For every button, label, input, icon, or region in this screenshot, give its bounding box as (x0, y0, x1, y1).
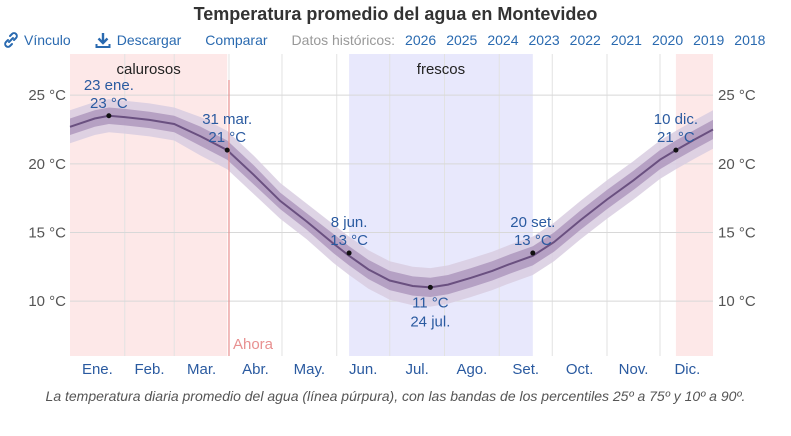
link-button[interactable]: Vínculo (4, 32, 71, 48)
history-years: 2026 2025 2024 2023 2022 2021 2020 2019 2018 (405, 32, 775, 48)
annotation-date: 20 set. (510, 214, 555, 231)
year-link-2024[interactable]: 2024 (487, 32, 519, 48)
season-label: calurosos (117, 61, 181, 78)
annotation-temp: 11 °C (412, 294, 449, 311)
month-label: Jul. (405, 361, 428, 378)
link-label: Vínculo (24, 32, 71, 48)
month-label: Mar. (187, 361, 216, 378)
y-tick-label-left: 10 °C (28, 293, 66, 310)
season-label: frescos (417, 61, 465, 78)
annotation-point (530, 250, 536, 256)
year-link-2023[interactable]: 2023 (528, 32, 560, 48)
download-label: Descargar (116, 32, 182, 48)
y-tick-label-right: 10 °C (718, 293, 756, 310)
link-icon (4, 32, 18, 48)
y-tick-label-right: 20 °C (718, 156, 756, 173)
year-link-2026[interactable]: 2026 (405, 32, 437, 48)
compare-button[interactable]: Comparar (205, 32, 268, 48)
annotation-temp: 13 °C (514, 232, 552, 249)
season-band-2 (675, 54, 713, 356)
chart-caption: La temperatura diaria promedio del agua … (45, 388, 746, 404)
p25-p75-band (70, 107, 713, 297)
annotation-temp: 21 °C (657, 129, 695, 146)
download-icon (95, 33, 111, 48)
month-label: Dic. (674, 361, 700, 378)
annotation-date: 10 dic. (654, 111, 698, 128)
annotation-point (427, 284, 433, 290)
toolbar: Vínculo Descargar Comparar Datos históri… (4, 30, 775, 50)
year-link-2020[interactable]: 2020 (651, 32, 684, 48)
annotation-point (106, 113, 112, 119)
month-label: Ene. (82, 361, 113, 378)
year-link-2021[interactable]: 2021 (610, 32, 642, 48)
year-link-2018[interactable]: 2018 (734, 32, 766, 48)
y-tick-label-right: 15 °C (718, 224, 756, 241)
month-label: Abr. (242, 361, 269, 378)
history-label: Datos históricos: (291, 32, 396, 48)
month-label: Set. (512, 361, 539, 378)
year-link-2022[interactable]: 2022 (569, 32, 601, 48)
y-tick-label-right: 25 °C (718, 87, 756, 104)
download-button[interactable]: Descargar (95, 32, 182, 48)
now-label: Ahora (233, 336, 274, 353)
annotation-date: 24 jul. (410, 313, 450, 330)
annotation-date: 31 mar. (202, 111, 252, 128)
annotation-point (346, 250, 352, 256)
month-label: Oct. (566, 361, 594, 378)
mean-temperature-line (69, 114, 714, 289)
annotation-date: 8 jun. (331, 214, 368, 231)
y-tick-label-left: 15 °C (28, 224, 66, 241)
year-link-2019[interactable]: 2019 (693, 32, 725, 48)
page-title: Temperatura promedio del agua en Montevi… (193, 4, 598, 24)
annotation-point (673, 147, 679, 153)
month-label: Nov. (619, 361, 649, 378)
annotation-temp: 13 °C (330, 232, 368, 249)
y-tick-label-left: 25 °C (28, 87, 66, 104)
annotation-temp: 23 °C (90, 95, 128, 112)
annotation-point (224, 147, 230, 153)
annotation-date: 23 ene. (84, 77, 134, 94)
y-tick-label-left: 20 °C (28, 156, 66, 173)
month-label: Ago. (456, 361, 487, 378)
month-label: May. (294, 361, 325, 378)
annotation-temp: 21 °C (208, 129, 246, 146)
month-label: Feb. (134, 361, 164, 378)
year-link-2025[interactable]: 2025 (446, 32, 478, 48)
month-label: Jun. (349, 361, 377, 378)
season-band-1 (349, 54, 533, 356)
